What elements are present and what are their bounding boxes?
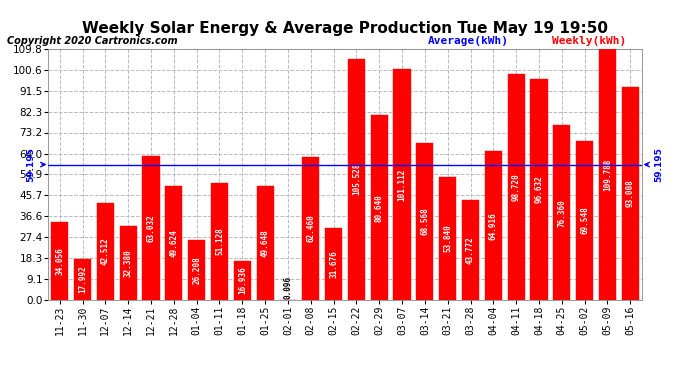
Bar: [119, 226, 137, 300]
Text: 68.568: 68.568: [420, 208, 429, 236]
Text: 49.648: 49.648: [261, 230, 270, 257]
Text: 105.528: 105.528: [352, 163, 361, 195]
Bar: [51, 222, 68, 300]
Text: 31.676: 31.676: [329, 250, 338, 278]
Bar: [553, 125, 571, 300]
Bar: [485, 152, 502, 300]
Bar: [599, 49, 616, 300]
Text: 109.788: 109.788: [603, 158, 612, 190]
Bar: [371, 116, 388, 300]
Text: Weekly(kWh): Weekly(kWh): [552, 36, 627, 46]
Text: 51.128: 51.128: [215, 228, 224, 255]
Text: 59.195: 59.195: [654, 147, 663, 182]
Text: 98.720: 98.720: [512, 173, 521, 201]
Text: 17.992: 17.992: [78, 266, 87, 293]
Text: 101.112: 101.112: [397, 168, 406, 201]
Bar: [462, 200, 479, 300]
Text: 34.056: 34.056: [55, 247, 64, 275]
Text: Weekly Solar Energy & Average Production Tue May 19 19:50: Weekly Solar Energy & Average Production…: [82, 21, 608, 36]
Text: 49.624: 49.624: [169, 230, 178, 257]
Bar: [97, 203, 114, 300]
Bar: [416, 143, 433, 300]
Bar: [439, 177, 456, 300]
Bar: [211, 183, 228, 300]
Text: 62.460: 62.460: [306, 214, 315, 242]
Bar: [348, 58, 365, 300]
Bar: [531, 79, 548, 300]
Text: 93.008: 93.008: [626, 180, 635, 207]
Text: 64.916: 64.916: [489, 212, 498, 240]
Text: 42.512: 42.512: [101, 237, 110, 265]
Text: 76.360: 76.360: [558, 199, 566, 226]
Text: 63.032: 63.032: [146, 214, 155, 242]
Text: 26.208: 26.208: [192, 256, 201, 284]
Text: 96.632: 96.632: [535, 176, 544, 203]
Bar: [622, 87, 639, 300]
Text: 80.640: 80.640: [375, 194, 384, 222]
Text: 59.195: 59.195: [27, 147, 36, 182]
Text: 0.096: 0.096: [284, 276, 293, 298]
Text: 53.840: 53.840: [443, 225, 452, 252]
Bar: [393, 69, 411, 300]
Bar: [325, 228, 342, 300]
Text: 43.772: 43.772: [466, 236, 475, 264]
Bar: [142, 156, 159, 300]
Bar: [508, 74, 524, 300]
Bar: [257, 186, 274, 300]
Text: 69.548: 69.548: [580, 207, 589, 234]
Bar: [302, 157, 319, 300]
Text: Copyright 2020 Cartronics.com: Copyright 2020 Cartronics.com: [7, 36, 177, 46]
Bar: [234, 261, 251, 300]
Bar: [74, 259, 91, 300]
Bar: [576, 141, 593, 300]
Text: Average(kWh): Average(kWh): [428, 36, 509, 46]
Bar: [188, 240, 205, 300]
Text: 32.380: 32.380: [124, 249, 132, 277]
Bar: [166, 186, 182, 300]
Text: 16.936: 16.936: [238, 267, 247, 294]
